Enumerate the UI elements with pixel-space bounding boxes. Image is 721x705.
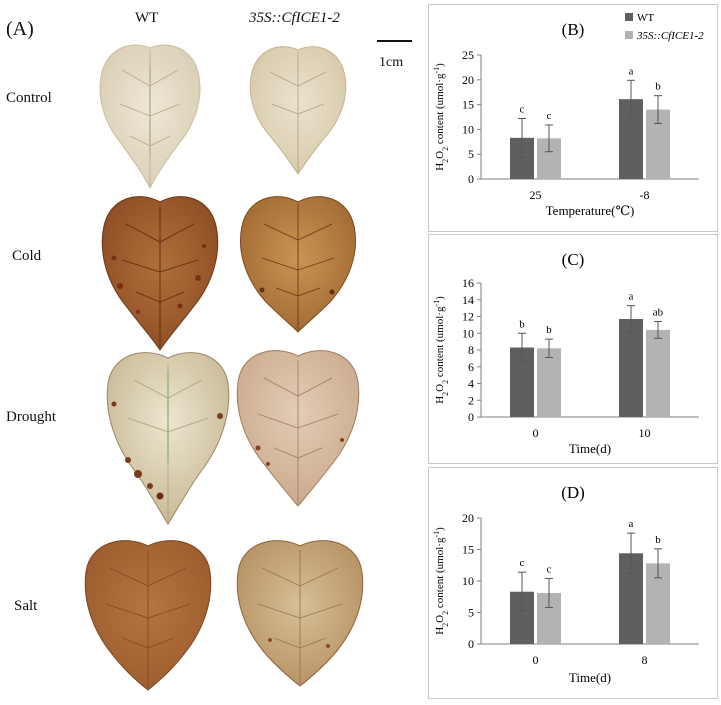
- y-tick-label: 8: [468, 343, 474, 357]
- leaf-photo-panel: (A) WT 35S::CfICE1-2 1cm Control Cold Dr…: [6, 10, 412, 691]
- scale-bar-label: 1cm: [379, 55, 404, 70]
- y-axis-label: H2O2 content (umol·g-1): [432, 63, 450, 171]
- y-tick-label: 0: [468, 637, 474, 651]
- x-tick-label: 8: [642, 653, 648, 667]
- significance-letter: c: [520, 103, 525, 115]
- panel-label: (C): [562, 250, 585, 269]
- x-tick-label: 0: [533, 653, 539, 667]
- leaf-salt-transgenic: [236, 540, 364, 687]
- row-label-control: Control: [6, 90, 52, 106]
- y-tick-label: 16: [462, 276, 474, 290]
- significance-letter: c: [547, 110, 552, 122]
- y-tick-label: 4: [468, 377, 474, 391]
- y-tick-label: 5: [468, 606, 474, 620]
- leaf-photos: [84, 44, 364, 691]
- significance-letter: a: [629, 518, 634, 530]
- y-tick-label: 15: [462, 98, 474, 112]
- y-tick-label: 20: [462, 511, 474, 525]
- y-tick-label: 6: [468, 360, 474, 374]
- significance-letter: c: [520, 557, 525, 569]
- y-tick-label: 10: [462, 122, 474, 136]
- chart-b-svg: (B) 0 5 10 15 20 25 H2O2 content (umol·g-1) c c 25…: [432, 12, 705, 218]
- x-tick-label: -8: [640, 188, 650, 202]
- significance-letter: ab: [653, 307, 664, 319]
- legend-swatch-wt: [625, 13, 633, 21]
- leaf-drought-wt: [106, 352, 230, 525]
- y-tick-label: 5: [468, 147, 474, 161]
- significance-letter: b: [655, 534, 661, 546]
- y-tick-label: 0: [468, 172, 474, 186]
- significance-letter: c: [547, 563, 552, 575]
- significance-letter: b: [655, 81, 661, 93]
- x-tick-label: 10: [639, 426, 651, 440]
- x-axis-label: Time(d): [569, 441, 611, 456]
- legend-label-wt: WT: [637, 12, 654, 24]
- significance-letter: a: [629, 291, 634, 303]
- panel-label: (B): [562, 20, 585, 39]
- chart-d-svg: (D) 0 5 10 15 20 H2O2 content (umol·g-1) c c 0 a b 8…: [432, 483, 699, 685]
- panel-label: (D): [561, 483, 585, 502]
- chart-panel-b: (B) 0 5 10 15 20 25 H2O2 content (umol·g-1) c c 25…: [428, 4, 718, 232]
- chart-c-svg: (C) 0 2 4 6 8 10 12 14 16 H2O2 content (umol·g-1) b…: [432, 250, 699, 456]
- row-label-salt: Salt: [14, 598, 38, 614]
- significance-letter: a: [629, 65, 634, 77]
- y-tick-label: 15: [462, 543, 474, 557]
- y-tick-label: 20: [462, 73, 474, 87]
- chart-panel-c: (C) 0 2 4 6 8 10 12 14 16 H2O2 content (umol·g-1) b…: [428, 234, 718, 464]
- leaf-control-transgenic: [249, 46, 347, 175]
- significance-letter: b: [519, 318, 525, 330]
- y-tick-label: 12: [462, 310, 474, 324]
- row-label-drought: Drought: [6, 409, 56, 425]
- column-header-transgenic: 35S::CfICE1-2: [249, 10, 340, 26]
- x-tick-label: 0: [533, 426, 539, 440]
- bar: [646, 329, 670, 417]
- x-axis-label: Time(d): [569, 670, 611, 685]
- legend-swatch-transgenic: [625, 31, 633, 39]
- y-tick-label: 2: [468, 393, 474, 407]
- y-tick-label: 0: [468, 410, 474, 424]
- legend-label-transgenic: 35S::CfICE1-2: [636, 30, 704, 42]
- leaf-cold-wt: [101, 196, 219, 351]
- leaf-cold-transgenic: [239, 196, 357, 333]
- scale-bar: [377, 40, 412, 42]
- leaf-salt-wt: [84, 540, 212, 691]
- row-label-cold: Cold: [12, 248, 42, 264]
- y-tick-label: 10: [462, 574, 474, 588]
- y-axis-label: H2O2 content (umol·g-1): [432, 296, 450, 404]
- y-tick-label: 25: [462, 48, 474, 62]
- bar: [537, 348, 561, 417]
- bar: [619, 319, 643, 417]
- y-axis-label: H2O2 content (umol·g-1): [432, 527, 450, 635]
- y-tick-label: 14: [462, 293, 474, 307]
- column-header-wt: WT: [135, 10, 159, 26]
- y-tick-label: 10: [462, 326, 474, 340]
- leaf-drought-transgenic: [236, 350, 360, 507]
- chart-panel-d: (D) 0 5 10 15 20 H2O2 content (umol·g-1) c c 0 a b 8…: [428, 467, 718, 699]
- x-axis-label: Temperature(℃): [546, 203, 635, 218]
- panel-label-a: (A): [6, 18, 34, 40]
- x-tick-label: 25: [530, 188, 542, 202]
- leaf-control-wt: [99, 44, 201, 190]
- significance-letter: b: [546, 324, 552, 336]
